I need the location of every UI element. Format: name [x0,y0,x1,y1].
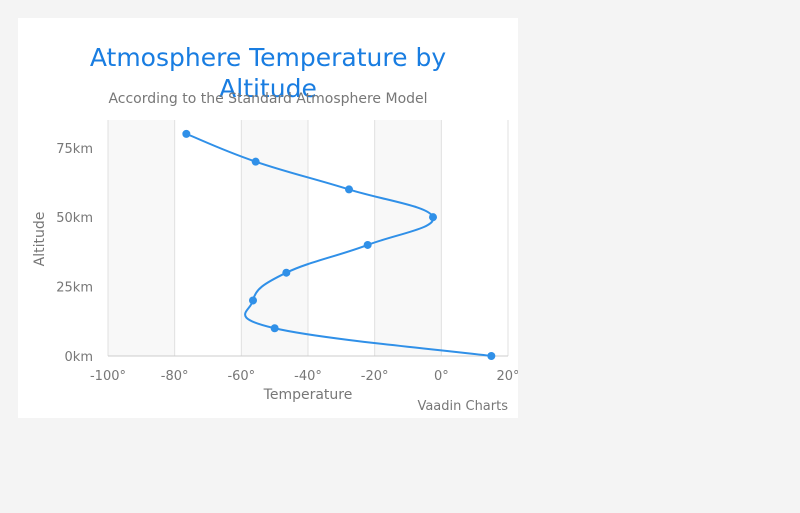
plot-band [108,120,175,356]
data-point [270,324,279,333]
grid-lines [107,120,509,357]
y-tick-label: 0km [65,350,93,365]
series-line [185,132,492,357]
y-axis-title: Altitude [32,212,48,267]
data-point [249,296,257,305]
chart-title-line-1: Atmosphere Temperature by [89,43,447,72]
credits-link[interactable]: Vaadin Charts [417,399,508,414]
data-point [182,129,191,138]
x-tick-label: 20° [496,369,518,384]
data-point [282,268,291,277]
plot-band [374,120,442,356]
x-tick-label: -20° [361,369,389,384]
data-points [182,129,496,360]
x-tick-label: 0° [434,369,449,384]
data-point [363,240,372,249]
data-point [345,185,353,194]
x-tick-label: -100° [90,369,126,384]
y-axis-ticks: 0km 25km 50km 75km [56,142,93,365]
chart-container: -100° -80° -60° -40° -20° 0° 20° 0km 25km 50km 75… [18,18,518,418]
chart-svg: -100° -80° -60° -40° -20° 0° 20° 0km 25km 50km 75… [32,120,518,403]
data-point [429,213,437,222]
chart-title: Atmosphere Temperature by Altitude [18,42,518,104]
x-tick-label: -80° [161,369,189,384]
x-axis-title: Temperature [263,387,353,403]
y-tick-label: 75km [56,142,93,157]
data-point [487,352,496,360]
data-point [251,157,260,166]
chart-title-line-2: Altitude [219,74,317,103]
chart-subtitle: According to the Standard Atmosphere Mod… [108,91,428,107]
y-tick-label: 50km [56,211,93,226]
y-tick-label: 25km [56,281,93,296]
x-tick-label: -40° [294,369,322,384]
x-axis-ticks: -100° -80° -60° -40° -20° 0° 20° [90,369,518,384]
x-tick-label: -60° [227,369,255,384]
